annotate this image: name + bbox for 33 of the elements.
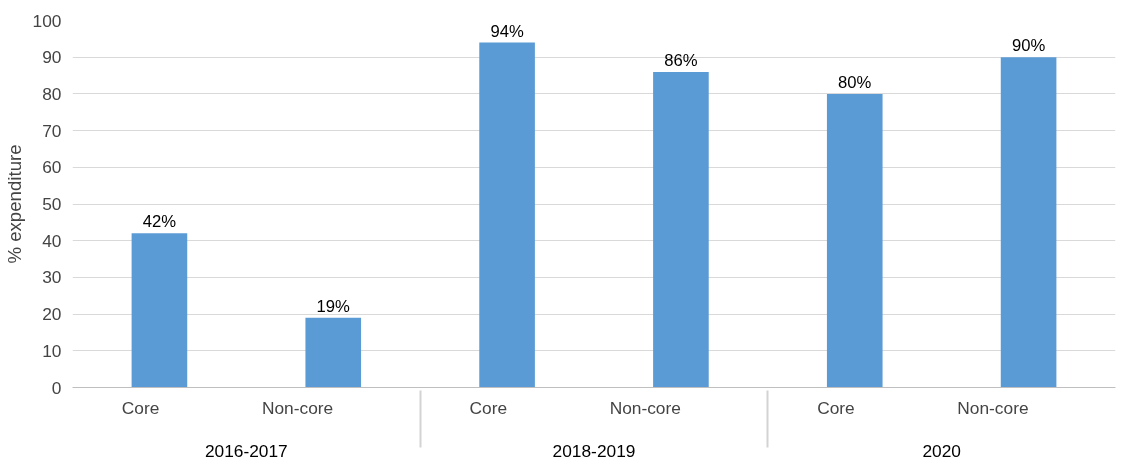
data-label: 19% bbox=[316, 296, 351, 316]
y-tick-label: 60 bbox=[42, 157, 62, 178]
y-tick-label: 80 bbox=[42, 83, 62, 104]
y-tick-label: 10 bbox=[42, 340, 62, 361]
bar bbox=[305, 317, 362, 388]
bar bbox=[826, 93, 883, 388]
y-tick-label: 0 bbox=[51, 377, 62, 398]
x-tick-label: Core bbox=[121, 397, 160, 418]
text: 2020 bbox=[922, 440, 961, 459]
data-label: 80% bbox=[838, 72, 872, 92]
data-label: 90% bbox=[1011, 36, 1046, 56]
y-tick-label: 50 bbox=[42, 194, 62, 214]
text: 2018-2019 bbox=[552, 440, 636, 459]
text: 2016-2017 bbox=[204, 440, 288, 459]
data-label: 94% bbox=[490, 21, 524, 41]
y-tick-label: 20 bbox=[42, 304, 62, 325]
y-tick-label: 30 bbox=[42, 267, 62, 288]
bar bbox=[131, 233, 188, 388]
x-tick-label: Non-core bbox=[609, 397, 681, 418]
bar bbox=[479, 42, 535, 388]
bar bbox=[653, 71, 709, 388]
x-tick-label: Non-core bbox=[957, 397, 1029, 418]
x-tick-label: Core bbox=[817, 397, 855, 418]
y-tick-label: 40 bbox=[42, 230, 62, 251]
x-tick-label: Non-core bbox=[261, 397, 334, 418]
data-label: 86% bbox=[664, 50, 698, 70]
y-tick-label: 70 bbox=[42, 120, 62, 141]
data-label: 42% bbox=[142, 212, 177, 232]
y-tick-label: 90 bbox=[42, 47, 62, 68]
y-tick-label: 100 bbox=[32, 10, 62, 31]
bar bbox=[1000, 57, 1057, 388]
y-axis-title: % expenditure bbox=[3, 144, 25, 264]
x-tick-label: Core bbox=[469, 397, 508, 418]
